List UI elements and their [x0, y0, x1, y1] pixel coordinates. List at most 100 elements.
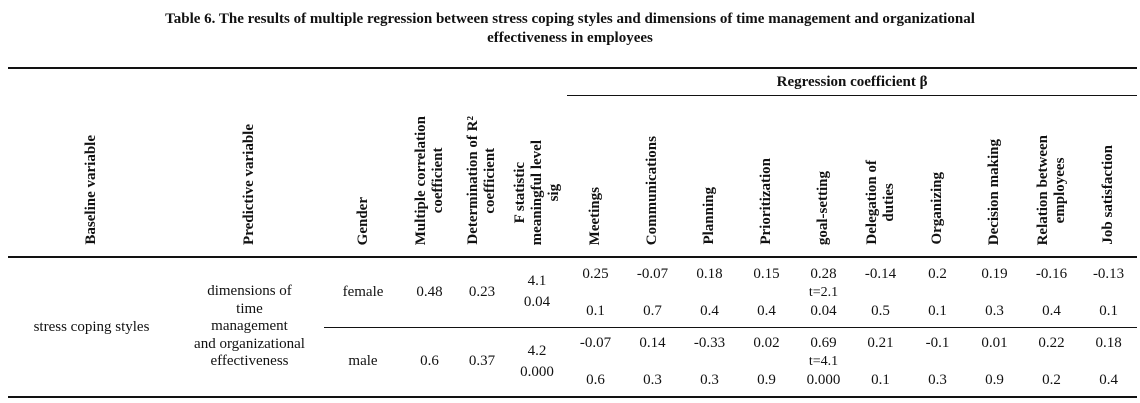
cell-communications: -0.07 0.7: [624, 257, 681, 328]
cell-job-satisfaction: 0.18 0.4: [1080, 327, 1138, 398]
beta-value: 0.22: [1038, 335, 1065, 352]
cell-planning: -0.33 0.3: [681, 327, 738, 398]
table-row-female: stress coping styles dimensions of time …: [8, 257, 1138, 398]
t-value: [909, 354, 966, 369]
cell-prioritization: 0.02 0.9: [738, 327, 795, 398]
col-header-decision-making: Decision making: [966, 95, 1023, 258]
col-header-job-satisfaction: Job satisfaction: [1080, 95, 1138, 258]
col-header-label: Baseline variable: [83, 135, 99, 245]
sig-value: 0.1: [586, 302, 605, 319]
col-header-baseline-variable: Baseline variable: [8, 68, 175, 258]
regression-coefficient-beta-header: Regression coefficient β: [567, 68, 1138, 96]
table-caption: Table 6. The results of multiple regress…: [165, 11, 975, 46]
col-header-multiple-correlation: Multiple correlation coefficient: [402, 68, 457, 258]
col-header-gender: Gender: [324, 68, 402, 258]
col-header-label: Job satisfaction: [1100, 145, 1117, 245]
sig-value: 0.4: [1099, 372, 1118, 389]
beta-value: -0.1: [925, 335, 950, 352]
beta-value: 0.69: [810, 335, 837, 352]
cell-relation-employees: -0.16 0.4: [1023, 257, 1080, 328]
t-value: [966, 354, 1023, 369]
cell-decision-making: 0.19 0.3: [966, 257, 1023, 328]
cell-relation-employees: 0.22 0.2: [1023, 327, 1080, 398]
col-header-f-statistic: F statistic meaningful level sig: [507, 68, 567, 258]
col-header-label: Prioritization: [758, 158, 774, 245]
t-value: [567, 354, 624, 369]
col-header-label: Gender: [354, 196, 371, 245]
sig-value: 0.3: [700, 372, 719, 389]
col-header-label: goal-setting: [815, 170, 831, 245]
cell-organizing: -0.1 0.3: [909, 327, 966, 398]
col-header-prioritization: Prioritization: [738, 95, 795, 258]
col-header-label: F statistic meaningful level sig: [511, 139, 562, 245]
col-header-meetings: Meetings: [567, 95, 624, 258]
col-header-communications: Communications: [624, 95, 681, 258]
sig-value: 0.3: [985, 302, 1004, 319]
col-header-r-squared: Determination of R² coefficient: [457, 68, 507, 258]
col-header-label: Relation between employees: [1034, 134, 1068, 245]
col-header-relation-between-employees: Relation between employees: [1023, 95, 1080, 258]
col-header-label: Predictive variable: [241, 124, 257, 245]
cell-communications: 0.14 0.3: [624, 327, 681, 398]
beta-value: 0.19: [981, 265, 1008, 282]
t-value: [852, 285, 909, 300]
table-row-male: male 0.6 0.37 4.2 0.000 -0.07 0.6 0.14 0.3…: [8, 327, 1138, 398]
r-squared-value: 0.37: [457, 327, 507, 398]
predictive-variable-cell: dimensions of time management and organi…: [175, 257, 324, 398]
gender-cell: male: [324, 327, 402, 398]
regression-table: Baseline variable Predictive variable Ge…: [8, 67, 1138, 398]
multiple-correlation-value: 0.6: [402, 327, 457, 398]
t-value: [909, 285, 966, 300]
col-header-planning: Planning: [681, 95, 738, 258]
beta-value: 0.21: [867, 335, 894, 352]
beta-value: 0.18: [696, 265, 723, 282]
t-value: [681, 285, 738, 300]
t-value: [624, 354, 681, 369]
sig-value: 0.4: [700, 302, 719, 319]
sig-value: 0.04: [810, 302, 837, 319]
sig-value: 0.1: [928, 302, 947, 319]
t-value: [1080, 285, 1137, 300]
t-value: [852, 354, 909, 369]
beta-value: -0.16: [1035, 265, 1068, 282]
beta-value: 0.2: [928, 265, 947, 282]
sig-value: 0.6: [586, 372, 605, 389]
sig-value: 0.2: [1042, 372, 1061, 389]
beta-value: 0.02: [753, 335, 780, 352]
cell-goal-setting: 0.28 t=2.1 0.04: [795, 257, 852, 328]
t-value: [1023, 354, 1080, 369]
beta-value: 0.01: [981, 335, 1008, 352]
cell-job-satisfaction: -0.13 0.1: [1080, 257, 1138, 328]
beta-value: -0.14: [864, 265, 897, 282]
beta-value: 0.28: [810, 265, 837, 282]
sig-value: 0.3: [928, 372, 947, 389]
col-header-delegation-of-duties: Delegation of duties: [852, 95, 909, 258]
sig-value: 0.4: [1042, 302, 1061, 319]
cell-goal-setting: 0.69 t=4.1 0.000: [795, 327, 852, 398]
gender-cell: female: [324, 257, 402, 328]
col-header-predictive-variable: Predictive variable: [175, 68, 324, 258]
sig-value: 0.1: [1099, 302, 1118, 319]
col-header-label: Multiple correlation coefficient: [412, 115, 446, 245]
col-header-organizing: Organizing: [909, 95, 966, 258]
col-header-label: Organizing: [929, 172, 945, 245]
cell-organizing: 0.2 0.1: [909, 257, 966, 328]
t-value: [624, 285, 681, 300]
beta-value: 0.18: [1095, 335, 1122, 352]
t-value: [567, 285, 624, 300]
header-row: Meetings Communications Planning Priorit…: [8, 95, 1138, 258]
cell-prioritization: 0.15 0.4: [738, 257, 795, 328]
t-value: [738, 354, 795, 369]
t-value: t=4.1: [808, 354, 839, 370]
sig-value: 0.000: [806, 372, 841, 389]
beta-value: 0.25: [582, 265, 609, 282]
cell-decision-making: 0.01 0.9: [966, 327, 1023, 398]
col-header-label: Delegation of duties: [863, 160, 897, 245]
beta-value: -0.33: [693, 335, 726, 352]
t-value: [1023, 285, 1080, 300]
sig-value: 0.9: [985, 372, 1004, 389]
beta-value: -0.13: [1092, 265, 1125, 282]
header-span-row: Baseline variable Predictive variable Ge…: [8, 68, 1138, 258]
sig-value: 0.3: [643, 372, 662, 389]
cell-meetings: -0.07 0.6: [567, 327, 624, 398]
